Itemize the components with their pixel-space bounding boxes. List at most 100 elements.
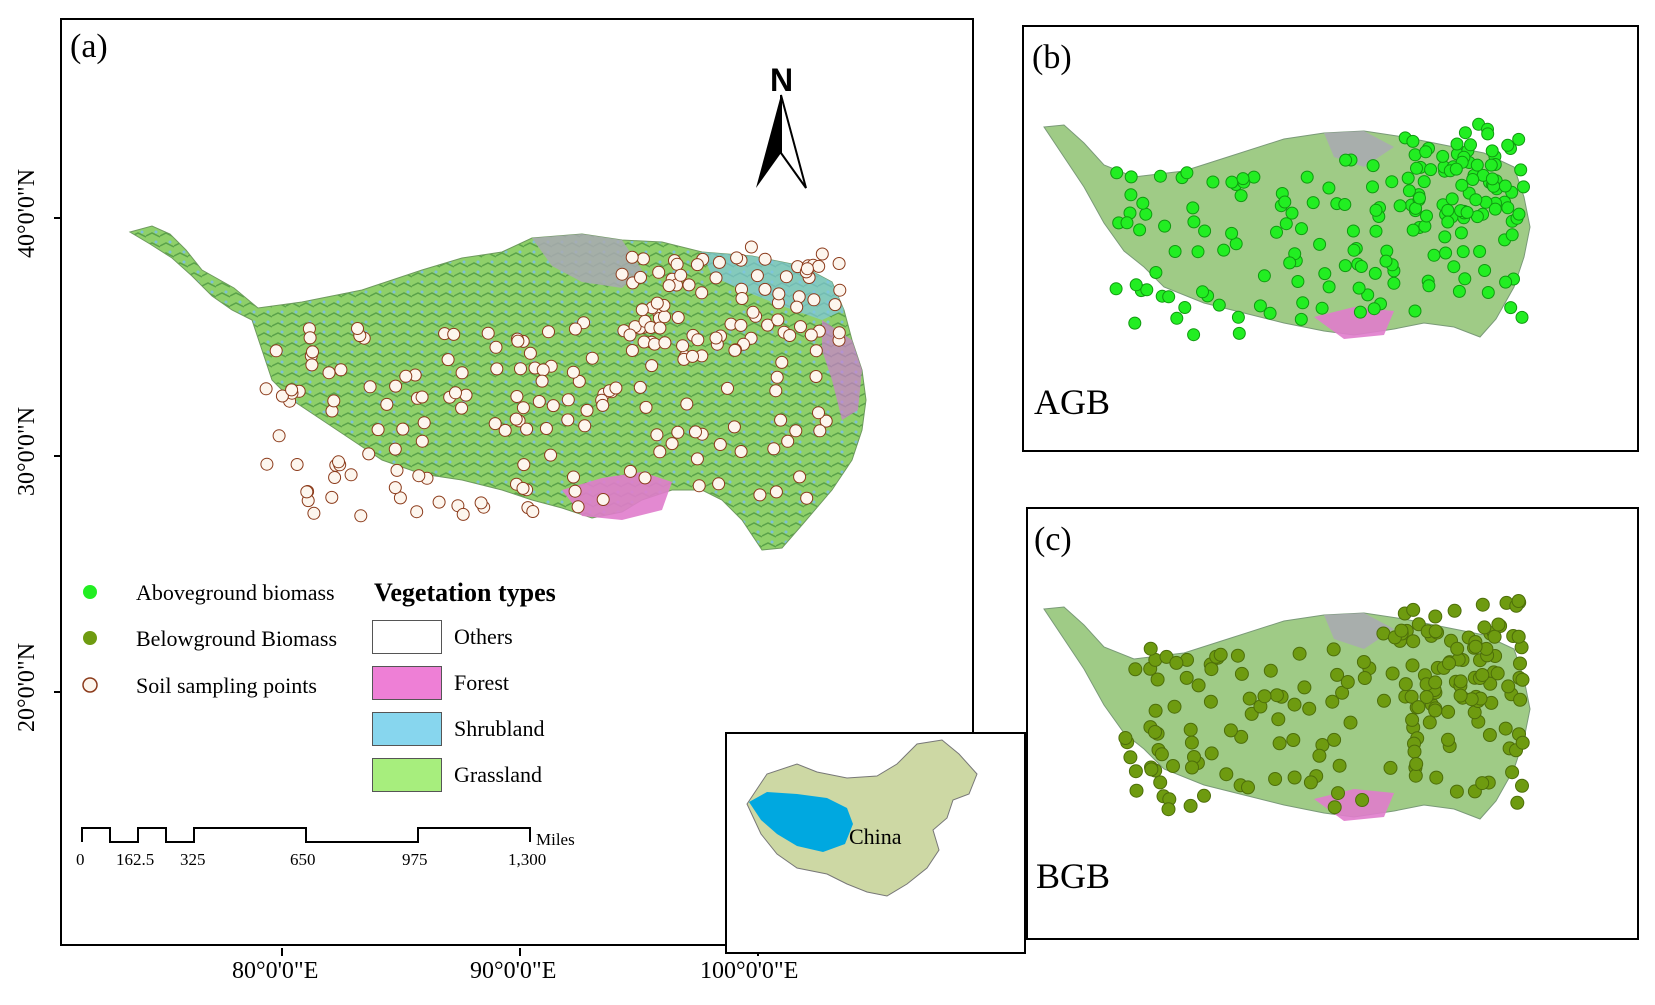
bgb-point: [1303, 775, 1318, 790]
soil-point: [771, 313, 785, 327]
agb-point: [1295, 222, 1308, 236]
bgb-point: [1330, 667, 1345, 682]
scale-label-2: 325: [180, 850, 206, 869]
soil-point: [744, 240, 758, 254]
bgb-point: [1453, 674, 1468, 689]
bgb-point: [1148, 725, 1162, 739]
bgb-point: [1475, 668, 1490, 682]
agb-point: [1291, 275, 1305, 288]
soil-point: [388, 442, 402, 456]
bgb-point: [1219, 767, 1234, 782]
soil-legend-symbol: [82, 677, 98, 693]
panel-a-svg: [54, 94, 867, 956]
soil-point: [441, 353, 455, 367]
agb-point: [1322, 280, 1336, 294]
scale-label-3: 650: [290, 850, 316, 869]
soil-point: [689, 425, 702, 439]
agb-point: [1449, 162, 1463, 176]
bgb-point: [1404, 689, 1419, 704]
soil-point: [474, 496, 488, 510]
agb-point: [1196, 285, 1209, 299]
agb-point: [1231, 310, 1245, 324]
scale-label-5: 1,300: [508, 850, 547, 869]
bgb-point: [1286, 733, 1301, 747]
agb-point: [1178, 301, 1192, 314]
soil-point: [735, 292, 749, 305]
bgb-point: [1340, 675, 1355, 689]
agb-point: [1234, 189, 1248, 203]
soil-point: [761, 318, 775, 332]
agb-point: [1296, 296, 1310, 310]
bgb-point: [1355, 793, 1370, 807]
soil-point: [728, 343, 742, 357]
agb-point: [1369, 224, 1383, 238]
agb-point: [1478, 264, 1492, 277]
bgb-point: [1292, 646, 1307, 661]
bgb-point: [1241, 780, 1255, 795]
soil-point: [596, 493, 610, 506]
soil-point: [812, 406, 825, 420]
agb-point: [1109, 282, 1123, 296]
bgb-point: [1408, 768, 1423, 783]
agb-point: [1450, 137, 1464, 151]
bgb-point: [1442, 656, 1456, 671]
bgb-point: [1482, 728, 1497, 742]
bgb-point: [1441, 732, 1455, 747]
bgb-point: [1356, 655, 1371, 669]
bgb-point: [1230, 648, 1245, 663]
bgb-point: [1428, 609, 1443, 624]
north-label: N: [770, 62, 794, 98]
bgb-point: [1385, 666, 1400, 681]
china-inset-svg: [746, 739, 978, 897]
bgb-point: [1287, 770, 1302, 785]
agb-point: [1257, 269, 1271, 283]
bgb-point: [1148, 703, 1163, 718]
agb-point: [1124, 170, 1138, 184]
soil-point: [734, 445, 748, 458]
agb-point: [1438, 230, 1452, 244]
lat-label-40: 40°0'0"N: [14, 168, 40, 258]
soil-point: [800, 262, 814, 276]
soil-point: [380, 397, 394, 411]
soil-point: [721, 381, 734, 395]
soil-point: [832, 326, 846, 340]
agb-point: [1206, 175, 1220, 189]
soil-point: [544, 448, 558, 462]
soil-point: [393, 491, 407, 505]
soil-point: [432, 495, 446, 509]
panel-b-name: AGB: [1034, 382, 1111, 422]
agb-point: [1236, 172, 1250, 186]
soil-point: [511, 334, 525, 348]
agb-point: [1191, 245, 1205, 259]
agb-point: [1385, 175, 1399, 189]
soil-point: [567, 470, 580, 484]
agb-point: [1162, 290, 1176, 304]
soil-point: [509, 412, 523, 426]
soil-point: [609, 381, 623, 395]
bgb-point: [1331, 786, 1345, 801]
bgb-point: [1490, 666, 1505, 681]
soil-point: [712, 477, 726, 491]
bgb-point: [1325, 694, 1340, 709]
soil-sampling-points: [259, 240, 847, 523]
soil-point: [514, 362, 527, 376]
agb-point: [1225, 175, 1239, 189]
bgb-point: [1242, 691, 1257, 706]
soil-point: [783, 329, 797, 342]
soil-point: [596, 398, 610, 412]
bgb-point: [1377, 693, 1391, 708]
agb-point: [1313, 237, 1327, 251]
soil-point: [371, 423, 385, 437]
soil-point: [305, 358, 319, 372]
soil-point: [561, 393, 575, 407]
soil-point: [456, 507, 470, 521]
legend-shrubland: Shrubland: [454, 716, 545, 741]
agb-point: [1499, 275, 1513, 289]
agb-point: [1225, 226, 1239, 240]
bgb-point: [1332, 758, 1347, 773]
soil-point: [709, 271, 723, 285]
soil-point: [665, 437, 679, 451]
agb-point: [1458, 126, 1472, 140]
bgb-point: [1326, 642, 1341, 657]
bgb-point: [1287, 697, 1302, 712]
